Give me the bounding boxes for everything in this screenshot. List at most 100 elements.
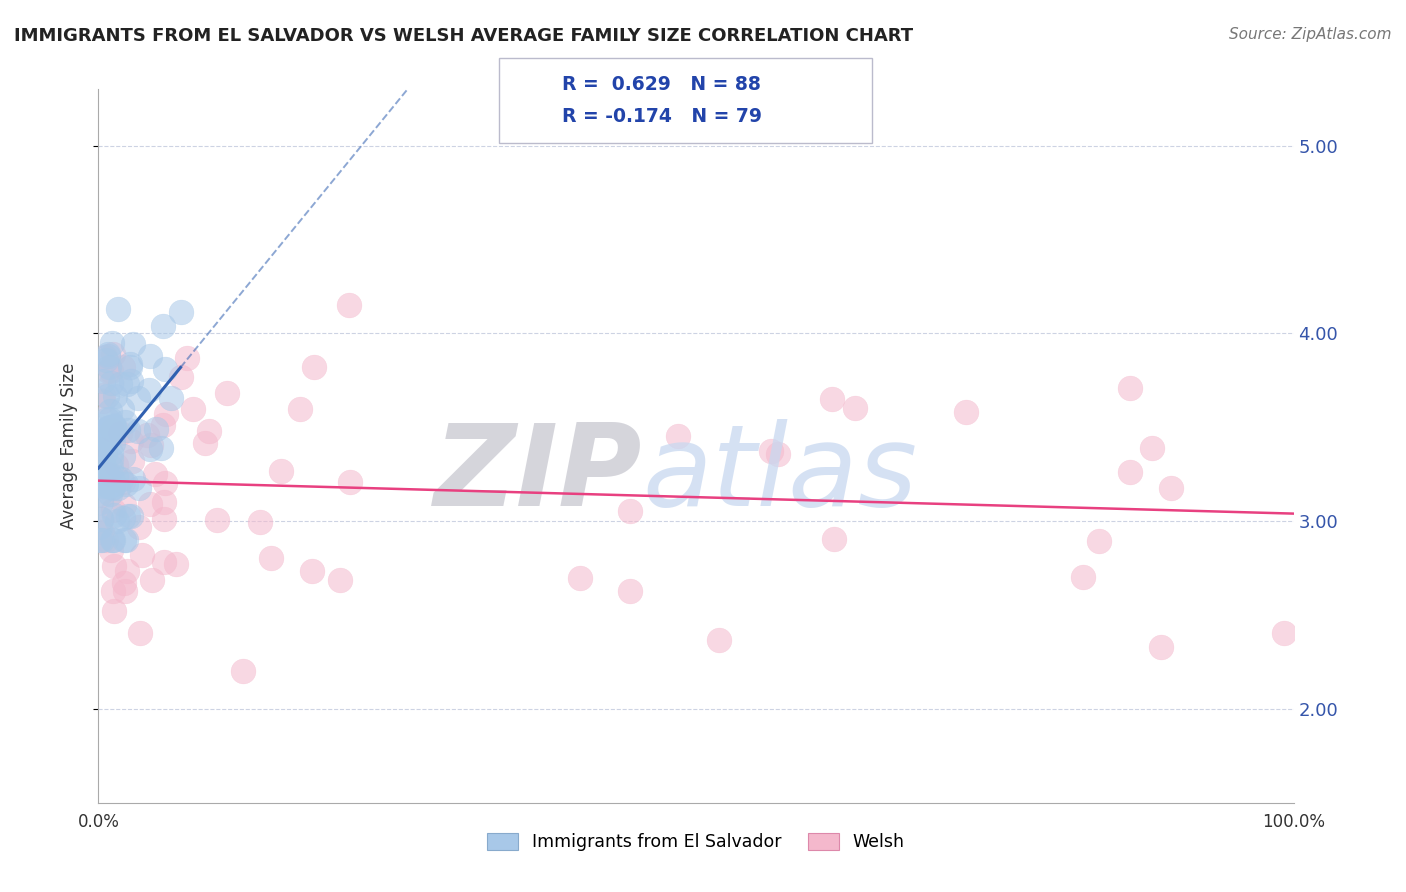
Point (93, 460, 115, 475)
Point (96, 472, 118, 486)
Point (100, 543, 122, 558)
Point (117, 423, 139, 437)
Point (94, 351, 117, 365)
Point (128, 519, 150, 533)
Point (270, 464, 292, 478)
Point (107, 301, 129, 316)
Point (170, 370, 193, 384)
Point (101, 503, 124, 517)
Point (94, 446, 117, 460)
Point (98, 411, 121, 425)
Point (98, 404, 121, 418)
Point (101, 583, 124, 598)
Point (90, 474, 112, 488)
Point (103, 558, 125, 573)
Point (117, 376, 139, 391)
Point (90, 512, 112, 526)
Point (98, 487, 121, 501)
Point (128, 481, 150, 495)
Point (337, 298, 360, 312)
Point (103, 480, 125, 494)
Point (97, 470, 120, 484)
Point (91, 466, 114, 480)
Point (153, 495, 176, 509)
Point (100, 471, 122, 485)
Point (97, 347, 120, 361)
Point (93, 429, 115, 443)
Point (159, 392, 181, 406)
Legend: Immigrants from El Salvador, Welsh: Immigrants from El Salvador, Welsh (479, 826, 912, 858)
Point (619, 504, 641, 518)
Point (100, 452, 122, 467)
Point (90, 440, 112, 454)
Point (304, 360, 326, 375)
Point (1088, 534, 1111, 549)
Point (101, 474, 124, 488)
Point (129, 626, 152, 640)
Point (155, 362, 177, 376)
Text: ZIP: ZIP (433, 419, 643, 530)
Point (766, 447, 789, 461)
Point (103, 420, 125, 434)
Point (94, 423, 117, 437)
Point (127, 391, 149, 405)
Text: R = -0.174   N = 79: R = -0.174 N = 79 (562, 107, 762, 127)
Point (139, 498, 162, 512)
Point (89, 495, 111, 509)
Point (120, 360, 142, 375)
Point (197, 424, 219, 438)
Point (115, 564, 138, 578)
Point (108, 376, 131, 391)
Point (97, 364, 120, 378)
Point (844, 401, 866, 415)
Point (107, 481, 129, 495)
Point (121, 472, 143, 486)
Point (112, 533, 135, 547)
Point (96, 411, 118, 425)
Point (194, 436, 217, 450)
Point (94, 469, 117, 483)
Point (153, 512, 176, 526)
Point (1140, 441, 1163, 455)
Point (91, 533, 114, 547)
Point (114, 584, 136, 599)
Point (112, 510, 135, 524)
Point (1071, 569, 1094, 583)
Point (114, 498, 136, 512)
Point (139, 442, 162, 456)
Point (114, 576, 136, 591)
Point (93, 374, 115, 388)
Point (101, 533, 124, 547)
Point (232, 664, 254, 678)
Point (339, 475, 361, 489)
Point (145, 422, 167, 436)
Point (100, 427, 122, 442)
Point (101, 533, 124, 547)
Point (91, 388, 114, 402)
Point (103, 426, 125, 441)
Point (1150, 640, 1173, 654)
Point (111, 402, 134, 417)
Point (101, 436, 124, 450)
Point (115, 533, 138, 547)
Point (165, 558, 187, 572)
Text: atlas: atlas (643, 419, 917, 530)
Y-axis label: Average Family Size: Average Family Size (59, 363, 77, 529)
Point (104, 388, 127, 402)
Point (89, 533, 111, 547)
Point (104, 470, 127, 484)
Point (103, 418, 125, 433)
Point (121, 454, 143, 468)
Point (90, 487, 112, 501)
Point (103, 420, 125, 434)
Point (100, 460, 122, 475)
Point (215, 386, 238, 401)
Point (100, 446, 122, 460)
Point (98, 467, 121, 481)
Text: Source: ZipAtlas.com: Source: ZipAtlas.com (1229, 27, 1392, 42)
Point (104, 458, 127, 472)
Point (97, 479, 120, 493)
Point (259, 550, 281, 565)
Point (96, 433, 118, 447)
Point (94, 533, 117, 547)
